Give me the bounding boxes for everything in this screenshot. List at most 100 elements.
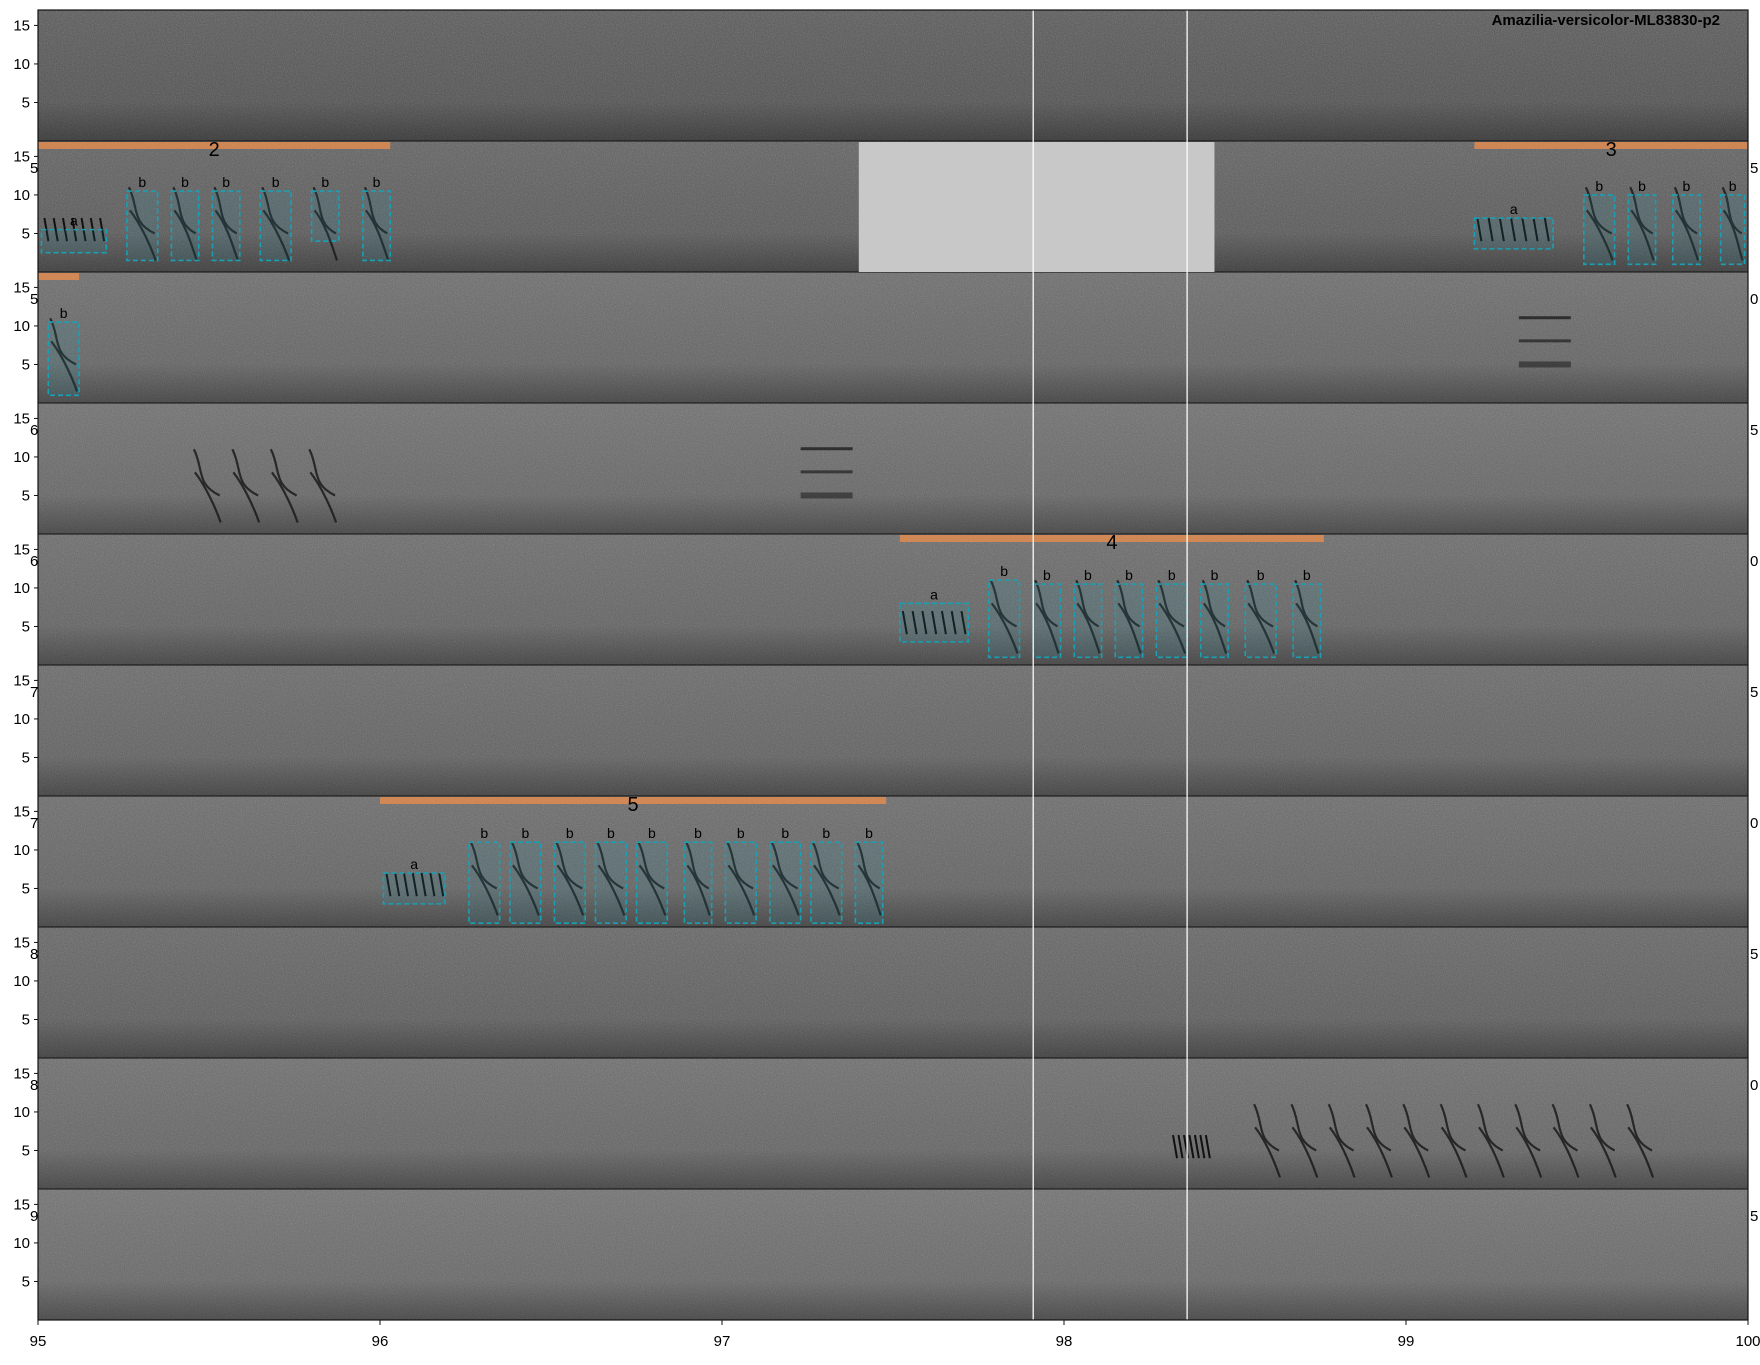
edge-label-right: 5 — [1750, 1208, 1758, 1225]
call-trace — [62, 217, 68, 242]
call-trace — [596, 841, 626, 916]
y-tick-label: 5 — [22, 487, 30, 504]
call-trace — [989, 579, 1019, 654]
syllable-label: b — [1084, 567, 1092, 583]
y-tick-label: 5 — [22, 225, 30, 242]
call-trace — [1294, 579, 1320, 654]
syllable-label: b — [1211, 567, 1219, 583]
edge-label-left: 5 — [30, 160, 38, 177]
call-trace — [1510, 217, 1517, 242]
harmonic-band — [800, 492, 853, 499]
syllable-box — [211, 190, 241, 262]
call-trace — [49, 317, 79, 392]
call-trace — [921, 610, 928, 635]
syllable-box — [1155, 583, 1188, 659]
syllable-label: b — [1168, 567, 1176, 583]
call-trace — [1439, 1103, 1468, 1178]
call-trace — [1543, 217, 1550, 242]
song-bar — [38, 142, 391, 149]
panel-low-band — [38, 1058, 1748, 1189]
call-trace — [1034, 579, 1060, 654]
call-trace — [411, 872, 418, 897]
call-trace — [555, 841, 585, 916]
call-trace — [856, 841, 882, 916]
y-tick-label: 5 — [22, 1011, 30, 1028]
call-trace — [213, 186, 239, 261]
syllable-label: b — [1000, 563, 1008, 579]
call-trace — [1498, 217, 1505, 242]
song-bar — [38, 273, 80, 280]
y-tick-label: 5 — [22, 1142, 30, 1159]
y-tick-label: 5 — [22, 880, 30, 897]
syllable-label: a — [1510, 201, 1518, 217]
syllable-box — [126, 190, 159, 262]
y-tick-label: 15 — [13, 934, 30, 951]
call-trace — [1629, 186, 1655, 261]
call-trace — [1116, 579, 1142, 654]
call-trace — [770, 841, 800, 916]
syllable-label: b — [222, 174, 230, 190]
call-trace — [1584, 186, 1614, 261]
panel-low-band — [38, 10, 1748, 141]
syllable-box — [1473, 217, 1554, 250]
call-trace — [127, 186, 157, 261]
panel-low-band — [38, 665, 1748, 796]
syllable-label: b — [648, 825, 656, 841]
y-tick-label: 15 — [13, 279, 30, 296]
call-trace — [1476, 1103, 1505, 1178]
call-trace — [1551, 1103, 1580, 1178]
y-tick-label: 10 — [13, 56, 30, 73]
call-trace — [1246, 579, 1276, 654]
syllable-box — [1032, 583, 1062, 659]
call-trace — [1290, 1103, 1319, 1178]
y-tick-label: 10 — [13, 1104, 30, 1121]
call-trace — [192, 448, 222, 523]
call-trace — [363, 186, 390, 261]
harmonic-band — [1518, 339, 1571, 343]
syllable-label: b — [1683, 178, 1691, 194]
syllable-box — [362, 190, 392, 262]
syllable-box — [382, 872, 446, 905]
chart-title: Amazilia-versicolor-ML83830-p2 — [1491, 12, 1720, 29]
harmonic-band — [800, 470, 853, 474]
call-trace — [726, 841, 756, 916]
y-tick-label: 15 — [13, 541, 30, 558]
x-tick-label: 97 — [714, 1333, 731, 1350]
edge-label-right: 5 — [1750, 684, 1758, 701]
edge-label-left: 8 — [30, 946, 38, 963]
syllable-box — [1671, 194, 1701, 266]
syllable-box — [810, 841, 843, 924]
syllable-box — [987, 579, 1021, 659]
y-tick-label: 15 — [13, 672, 30, 689]
panel-low-band — [38, 796, 1748, 927]
y-tick-label: 5 — [22, 749, 30, 766]
call-trace — [269, 448, 299, 523]
syllable-label: b — [1595, 178, 1603, 194]
x-tick-label: 98 — [1056, 1333, 1073, 1350]
syllable-box — [1719, 194, 1746, 266]
syllable-label: a — [930, 586, 938, 602]
call-trace — [940, 610, 947, 635]
call-trace — [1075, 579, 1101, 654]
syllable-label: b — [1043, 567, 1051, 583]
call-trace — [1172, 1134, 1179, 1159]
edge-label-right: 0 — [1750, 291, 1758, 308]
syllable-box — [1114, 583, 1144, 659]
call-trace — [438, 872, 445, 897]
edge-label-right: 0 — [1750, 815, 1758, 832]
y-tick-label: 10 — [13, 842, 30, 859]
call-trace — [1365, 1103, 1393, 1178]
y-tick-label: 15 — [13, 803, 30, 820]
call-trace — [1476, 217, 1483, 242]
blank-region — [858, 142, 1215, 272]
call-trace — [1193, 1134, 1200, 1159]
harmonic-band — [1518, 361, 1571, 368]
y-tick-label: 5 — [22, 94, 30, 111]
harmonic-band — [1518, 316, 1571, 320]
call-trace — [1721, 186, 1744, 261]
call-trace — [1188, 1134, 1195, 1159]
call-trace — [950, 610, 957, 635]
song-bar — [899, 535, 1324, 542]
syllable-box — [40, 228, 108, 254]
